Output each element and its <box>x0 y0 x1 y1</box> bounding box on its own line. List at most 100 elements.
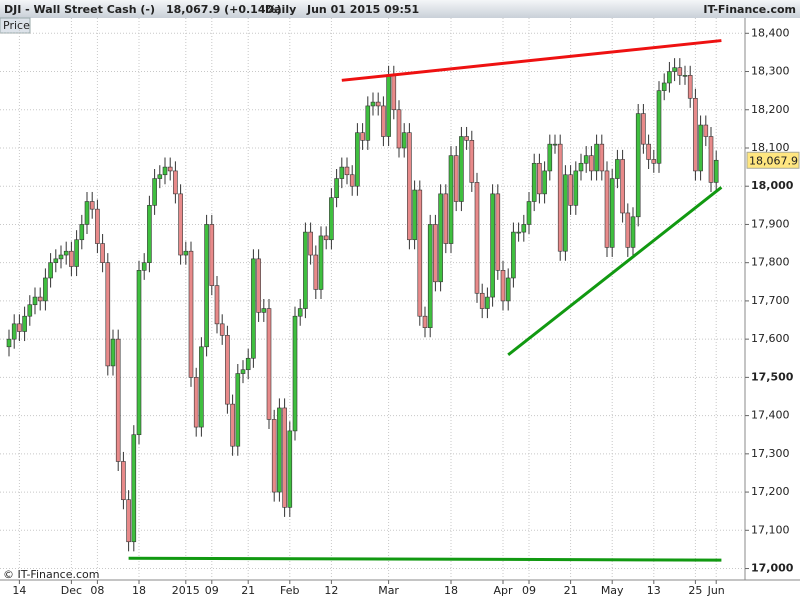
candle-body <box>641 113 646 145</box>
x-tick-label: 12 <box>324 584 338 597</box>
candle-body <box>266 308 272 420</box>
candle-body <box>427 224 433 328</box>
candle-body <box>396 109 402 149</box>
candle-body <box>370 101 376 107</box>
candle-body <box>516 231 521 234</box>
candle-body <box>609 178 615 248</box>
candle-body <box>141 262 147 271</box>
candle-body <box>448 155 454 244</box>
candle-body <box>594 143 599 172</box>
x-tick-label: 18 <box>444 584 458 597</box>
candle-body <box>578 162 584 172</box>
candle-body <box>505 277 511 302</box>
candle-body <box>162 166 168 176</box>
x-tick-label: Feb <box>280 584 299 597</box>
candle-body <box>95 208 100 244</box>
candle-body <box>459 136 464 202</box>
candle-body <box>635 113 641 218</box>
candle-body <box>121 461 126 501</box>
candle-body <box>547 143 553 172</box>
candle-body <box>500 270 506 302</box>
candle-body <box>698 124 703 172</box>
copyright: © IT-Finance.com <box>3 568 100 581</box>
candle-body <box>157 174 163 179</box>
candle-body <box>542 170 547 195</box>
candle-body <box>303 231 308 309</box>
candle-body <box>89 201 95 210</box>
candle-body <box>183 250 189 256</box>
candle-body <box>625 212 631 248</box>
candle-body <box>308 231 313 256</box>
y-tick-label: 18,200 <box>751 103 790 116</box>
candle-body <box>245 357 251 371</box>
candle-body <box>589 155 594 172</box>
y-tick-label: 18,100 <box>751 141 790 154</box>
candle-body <box>495 193 501 271</box>
candle-body <box>173 170 178 195</box>
candle-body <box>391 75 397 111</box>
candle-body <box>225 335 230 405</box>
candle-body <box>651 159 657 164</box>
candle-body <box>568 174 573 206</box>
candle-body <box>604 170 610 248</box>
site: IT-Finance.com <box>703 3 796 16</box>
candle-body <box>474 182 480 294</box>
candle-body <box>677 67 683 76</box>
y-tick-label: 17,700 <box>751 294 790 307</box>
candle-body <box>240 369 246 374</box>
candle-body <box>490 193 495 298</box>
candle-body <box>464 136 469 141</box>
candle-body <box>557 143 563 252</box>
candle-body <box>563 174 568 252</box>
y-tick-label: 17,100 <box>751 523 790 536</box>
candle-body <box>401 132 407 149</box>
candle-body <box>469 140 475 183</box>
x-tick-label: Jun <box>707 584 725 597</box>
last-price-label: 18,067.9 <box>749 154 798 167</box>
candle-body <box>256 258 261 313</box>
candle-body <box>708 136 714 183</box>
period: Daily <box>265 3 296 16</box>
candle-body <box>386 75 391 137</box>
trendline <box>341 39 722 82</box>
y-tick-label: 18,000 <box>751 179 794 192</box>
candle-body <box>22 315 27 332</box>
panel-label: Price <box>3 19 30 32</box>
candle-body <box>381 105 386 137</box>
candle-body <box>69 250 74 267</box>
quote: 18,067.9 (+0.14%) <box>166 3 282 16</box>
y-tick-label: 17,300 <box>751 447 790 460</box>
candle-body <box>74 239 79 267</box>
candle-body <box>152 178 157 206</box>
candle-body <box>282 407 287 508</box>
candle-body <box>599 143 605 172</box>
candle-body <box>713 159 719 183</box>
candle-body <box>667 71 672 84</box>
candle-body <box>620 159 625 214</box>
x-tick-label: 09 <box>522 584 536 597</box>
y-tick-label: 17,800 <box>751 256 790 269</box>
candle-body <box>485 296 490 309</box>
candle-body <box>573 170 579 206</box>
candle-body <box>58 254 64 260</box>
candle-body <box>323 235 329 241</box>
candle-body <box>672 67 677 72</box>
candle-body <box>422 315 428 328</box>
candle-body <box>511 231 516 279</box>
candle-body <box>17 323 22 332</box>
candle-body <box>682 75 688 77</box>
candle-body <box>703 124 709 137</box>
candle-body <box>105 262 111 367</box>
candle-body <box>349 174 355 187</box>
candle-body <box>209 224 215 286</box>
candle-body <box>261 308 267 313</box>
candle-body <box>417 189 423 317</box>
datetime: Jun 01 2015 09:51 <box>306 3 419 16</box>
x-tick-label: 09 <box>205 584 219 597</box>
candle-body <box>84 201 90 225</box>
candle-body <box>219 323 225 336</box>
candle-body <box>204 224 209 348</box>
candle-body <box>360 132 365 141</box>
